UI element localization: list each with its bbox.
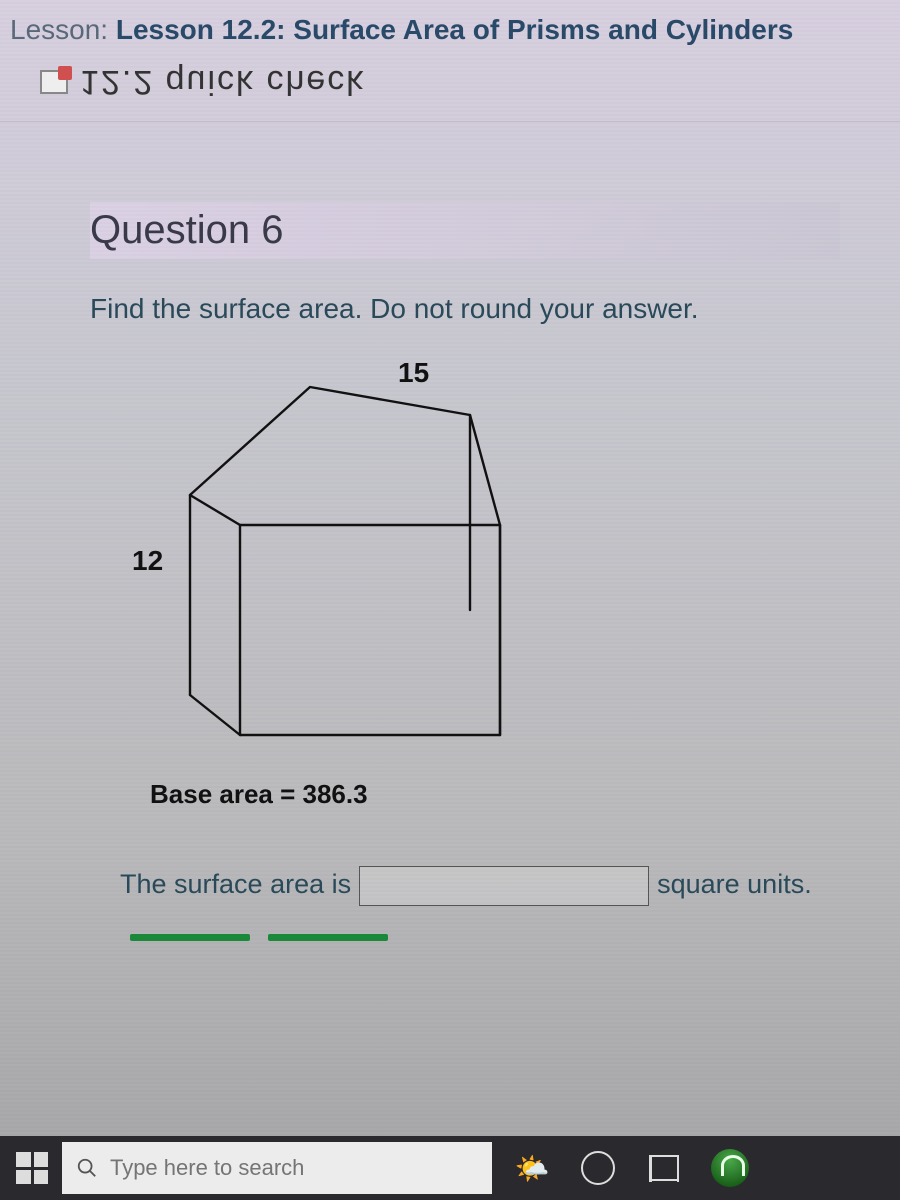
- answer-suffix: square units.: [657, 869, 812, 900]
- subheader-text: 12.2 quick check: [80, 62, 365, 101]
- prism-figure: 15 12: [130, 355, 570, 775]
- cortana-icon[interactable]: [572, 1142, 624, 1194]
- answer-prefix: The surface area is: [120, 869, 351, 900]
- lesson-label: Lesson:: [10, 14, 108, 45]
- taskbar-search-input[interactable]: [110, 1155, 478, 1181]
- windows-taskbar[interactable]: 🌤️: [0, 1136, 900, 1200]
- progress-segment: [268, 934, 388, 941]
- weather-icon[interactable]: 🌤️: [506, 1142, 558, 1194]
- xbox-icon[interactable]: [704, 1142, 756, 1194]
- search-icon: [76, 1156, 98, 1180]
- question-content: Question 6 Find the surface area. Do not…: [0, 122, 900, 941]
- base-area-label: Base area = 386.3: [150, 779, 840, 810]
- answer-line: The surface area is square units.: [120, 866, 840, 906]
- document-icon[interactable]: [40, 70, 68, 94]
- lesson-bar: Lesson: Lesson 12.2: Surface Area of Pri…: [0, 0, 900, 56]
- start-button[interactable]: [16, 1152, 48, 1184]
- progress-segment: [130, 934, 250, 941]
- prism-svg: [130, 355, 570, 775]
- height-label: 12: [132, 545, 163, 577]
- side-length-label: 15: [398, 357, 429, 389]
- progress-bar: [130, 934, 840, 941]
- question-heading: Question 6: [90, 202, 840, 259]
- taskbar-search[interactable]: [62, 1142, 492, 1194]
- subheader: 12.2 quick check: [0, 56, 900, 122]
- question-instruction: Find the surface area. Do not round your…: [90, 293, 840, 325]
- task-view-icon[interactable]: [638, 1142, 690, 1194]
- lesson-title: Lesson 12.2: Surface Area of Prisms and …: [116, 14, 793, 45]
- surface-area-input[interactable]: [359, 866, 649, 906]
